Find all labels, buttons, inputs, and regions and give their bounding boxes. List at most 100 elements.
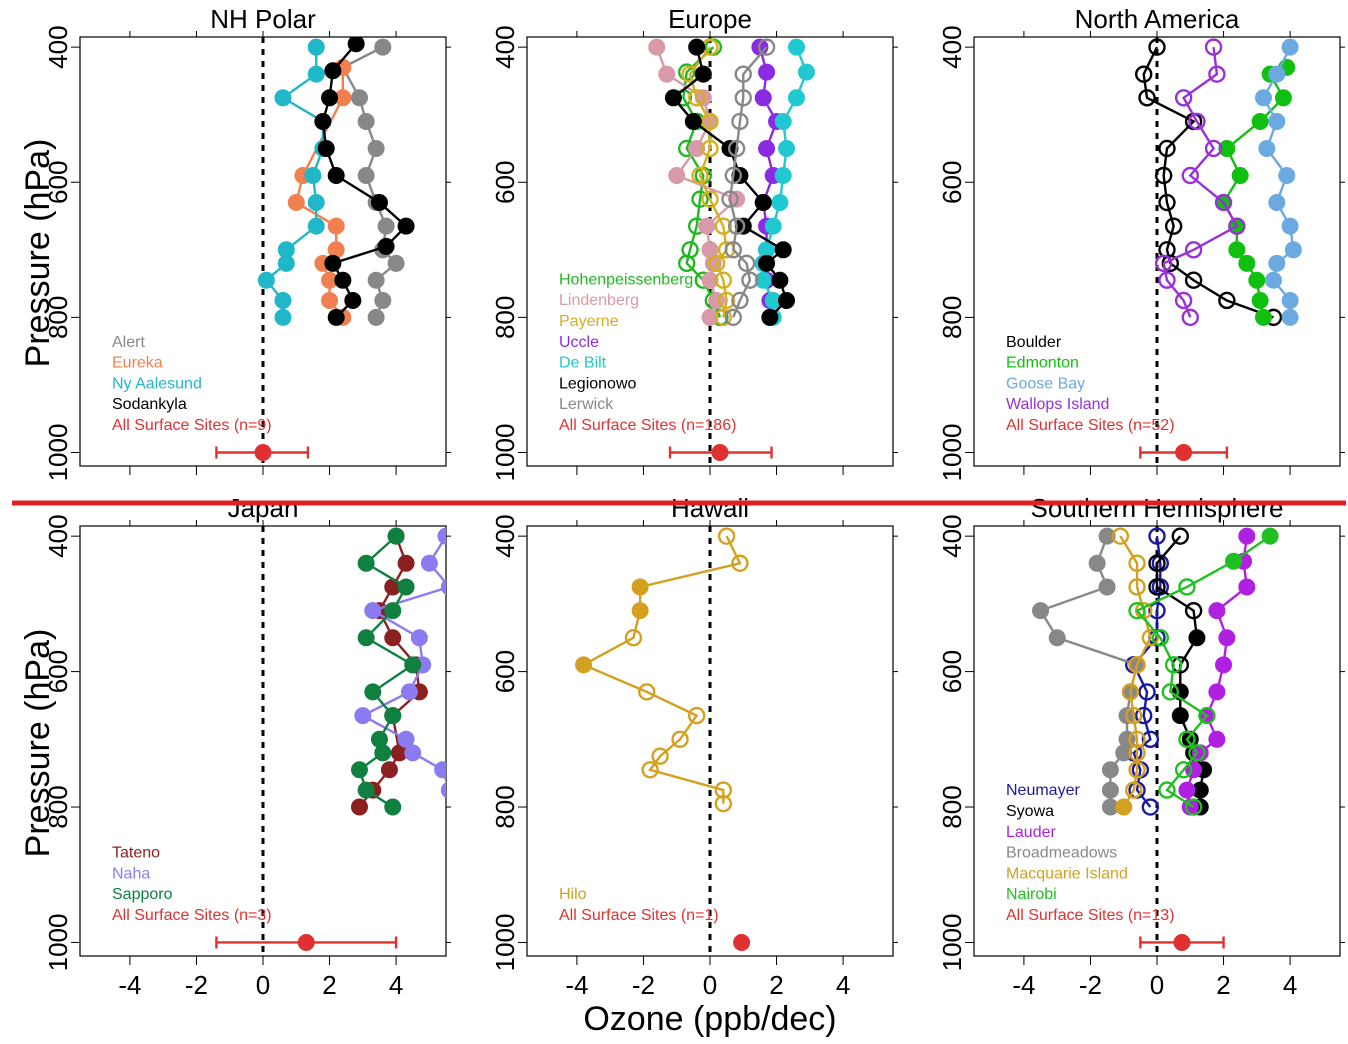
data-point	[698, 217, 716, 235]
y-tick-label: 800	[490, 785, 520, 828]
data-point	[631, 602, 649, 620]
data-point	[274, 308, 292, 326]
data-point	[307, 38, 325, 56]
data-point	[321, 291, 339, 309]
data-point	[1154, 254, 1173, 273]
y-axis-title-bottom: Pressure (hPa)	[19, 629, 57, 858]
x-tick-label: -2	[1079, 970, 1102, 1000]
data-point	[1204, 38, 1223, 56]
data-point	[400, 683, 418, 701]
data-point	[387, 254, 405, 272]
data-point	[384, 798, 402, 816]
data-point	[701, 271, 719, 289]
data-point	[357, 112, 375, 130]
data-point	[364, 602, 382, 620]
data-point	[687, 89, 706, 107]
data-point	[1281, 291, 1299, 309]
data-point	[1158, 781, 1176, 799]
data-point	[437, 527, 446, 545]
data-point	[758, 63, 776, 81]
data-point	[440, 579, 446, 595]
data-point	[1148, 578, 1166, 596]
data-point	[1134, 706, 1153, 725]
data-point	[1178, 781, 1196, 799]
x-tick-label: 2	[1216, 970, 1230, 1000]
series-legionowo	[664, 38, 796, 326]
series-line	[1132, 536, 1162, 808]
data-point	[734, 89, 752, 107]
data-point	[731, 554, 749, 572]
data-point	[1268, 254, 1286, 272]
series-broadmeadows	[1032, 527, 1146, 816]
data-point	[1278, 166, 1296, 184]
data-point	[1261, 527, 1279, 545]
x-tick-label: -2	[632, 970, 655, 1000]
legend-entry: Lindenberg	[559, 292, 639, 309]
data-point	[1281, 308, 1299, 326]
x-tick-label: 2	[769, 970, 783, 1000]
y-tick-label: 400	[490, 514, 520, 557]
data-point	[1274, 89, 1292, 107]
series-hilo	[575, 527, 749, 813]
data-point	[277, 254, 295, 272]
data-point	[788, 89, 806, 107]
series-goose-bay	[1254, 38, 1302, 326]
data-point	[350, 798, 368, 816]
data-point	[1171, 527, 1189, 545]
data-point	[714, 781, 733, 799]
data-point	[731, 291, 749, 310]
data-point	[1228, 241, 1246, 259]
data-point	[1178, 578, 1196, 596]
panel-5: Southern Hemisphere -4 -2 0 2 4 400 600 800 1000 N…	[937, 493, 1345, 1000]
legend-entry: Broadmeadows	[1006, 845, 1117, 862]
data-point	[347, 37, 365, 53]
data-point	[374, 38, 392, 56]
panel-1: Europe 400 600 800 1000 Hohenpeissenberg Linde…	[490, 4, 898, 481]
y-tick-label: 400	[43, 25, 73, 68]
data-point	[671, 730, 689, 749]
data-point	[754, 194, 772, 212]
data-point	[631, 578, 649, 596]
data-point	[1184, 601, 1203, 620]
data-point	[357, 166, 375, 184]
series-ny-aalesund	[257, 38, 332, 326]
data-point	[1148, 601, 1166, 620]
data-point	[724, 166, 742, 185]
legend-entry: Syowa	[1006, 803, 1054, 820]
legend-entry: Legionowo	[559, 375, 637, 392]
data-point	[1171, 707, 1189, 725]
series-line	[688, 46, 728, 318]
data-point	[1188, 112, 1206, 131]
y-tick-label: 600	[490, 650, 520, 693]
series-group	[648, 38, 815, 327]
x-tick-label: -4	[1012, 970, 1035, 1000]
surface-point	[254, 443, 272, 461]
data-point	[691, 166, 709, 185]
data-point	[1178, 730, 1196, 749]
data-point	[575, 656, 593, 674]
legend-entry: Tateno	[112, 845, 160, 862]
data-point	[1238, 527, 1256, 545]
data-point	[797, 63, 815, 81]
data-point	[668, 166, 686, 184]
data-point	[1208, 683, 1226, 701]
y-tick-label: 400	[937, 25, 967, 68]
data-point	[1164, 217, 1183, 235]
x-axis-title: Ozone (ppb/dec)	[583, 1000, 836, 1038]
data-point	[688, 139, 706, 157]
legend-entry: Lerwick	[559, 396, 614, 413]
y-tick-label: 800	[490, 296, 520, 339]
data-point	[410, 629, 428, 647]
data-point	[380, 761, 398, 779]
data-point	[307, 217, 325, 235]
series-macquarie-island	[1111, 527, 1160, 816]
data-point	[327, 217, 345, 235]
x-tick-label: 2	[322, 970, 336, 1000]
data-point	[754, 89, 772, 107]
data-point	[1121, 683, 1140, 701]
data-point	[1128, 744, 1146, 762]
data-point	[324, 254, 342, 272]
data-point	[1174, 291, 1193, 310]
data-point	[1111, 527, 1130, 545]
